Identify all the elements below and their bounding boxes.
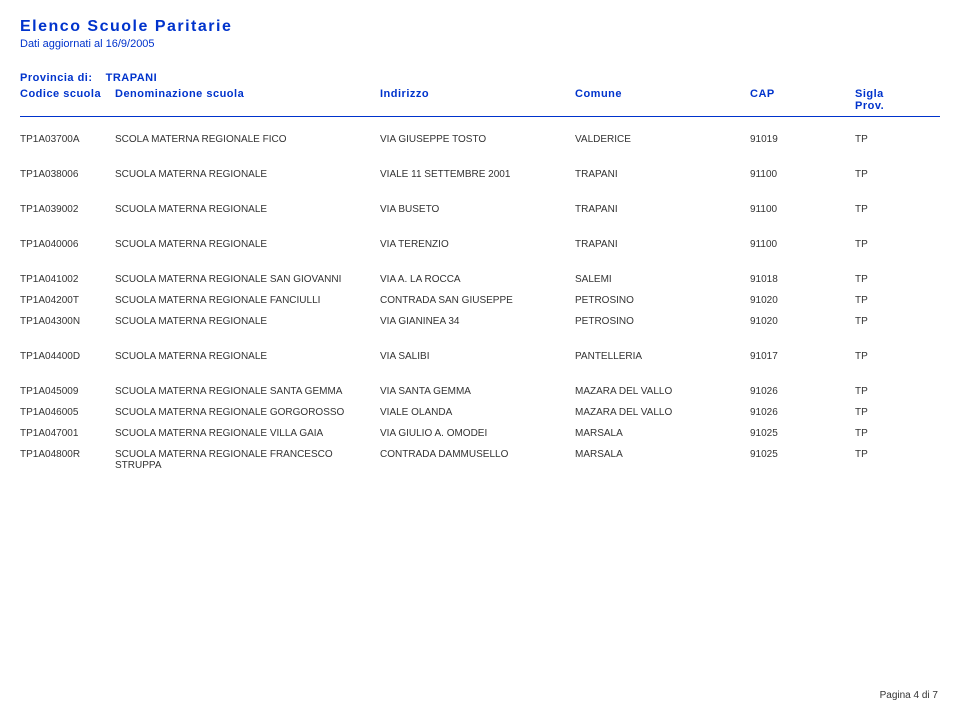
cell-sigla: TP [855, 386, 915, 397]
cell-name: SCUOLA MATERNA REGIONALE [115, 351, 380, 362]
cell-comune: TRAPANI [575, 239, 750, 250]
cell-cap: 91100 [750, 239, 855, 250]
table-row: TP1A045009SCUOLA MATERNA REGIONALE SANTA… [20, 381, 940, 402]
table-row: TP1A04800RSCUOLA MATERNA REGIONALE FRANC… [20, 444, 940, 476]
cell-code: TP1A04400D [20, 351, 115, 362]
table-row: TP1A046005SCUOLA MATERNA REGIONALE GORGO… [20, 402, 940, 423]
cell-cap: 91020 [750, 295, 855, 306]
cell-code: TP1A040006 [20, 239, 115, 250]
cell-sigla: TP [855, 204, 915, 215]
col-header-code: Codice scuola [20, 88, 115, 112]
cell-addr: VIA A. LA ROCCA [380, 274, 575, 285]
provincia-row: Provincia di: TRAPANI [20, 72, 940, 84]
cell-cap: 91100 [750, 204, 855, 215]
cell-code: TP1A047001 [20, 428, 115, 439]
cell-comune: MARSALA [575, 449, 750, 471]
table-row: TP1A039002SCUOLA MATERNA REGIONALEVIA BU… [20, 199, 940, 220]
cell-code: TP1A03700A [20, 134, 115, 145]
cell-comune: MAZARA DEL VALLO [575, 407, 750, 418]
table-row: TP1A03700ASCOLA MATERNA REGIONALE FICOVI… [20, 129, 940, 150]
cell-code: TP1A04300N [20, 316, 115, 327]
cell-comune: MARSALA [575, 428, 750, 439]
table-row: TP1A047001SCUOLA MATERNA REGIONALE VILLA… [20, 423, 940, 444]
cell-addr: VIA TERENZIO [380, 239, 575, 250]
cell-comune: SALEMI [575, 274, 750, 285]
cell-cap: 91026 [750, 407, 855, 418]
table-row: TP1A041002SCUOLA MATERNA REGIONALE SAN G… [20, 269, 940, 290]
provincia-label: Provincia di: [20, 72, 93, 84]
cell-addr: VIA SANTA GEMMA [380, 386, 575, 397]
cell-comune: PETROSINO [575, 295, 750, 306]
cell-sigla: TP [855, 316, 915, 327]
col-header-sigla: Sigla Prov. [855, 88, 915, 112]
cell-code: TP1A045009 [20, 386, 115, 397]
cell-comune: PANTELLERIA [575, 351, 750, 362]
cell-name: SCUOLA MATERNA REGIONALE SAN GIOVANNI [115, 274, 380, 285]
cell-name: SCUOLA MATERNA REGIONALE FANCIULLI [115, 295, 380, 306]
col-header-addr: Indirizzo [380, 88, 575, 112]
cell-addr: VIA GIULIO A. OMODEI [380, 428, 575, 439]
cell-sigla: TP [855, 407, 915, 418]
cell-comune: TRAPANI [575, 204, 750, 215]
table-body: TP1A03700ASCOLA MATERNA REGIONALE FICOVI… [20, 129, 940, 476]
cell-cap: 91025 [750, 428, 855, 439]
cell-addr: VIA GIANINEA 34 [380, 316, 575, 327]
cell-name: SCUOLA MATERNA REGIONALE SANTA GEMMA [115, 386, 380, 397]
cell-name: SCUOLA MATERNA REGIONALE [115, 239, 380, 250]
provincia-value: TRAPANI [106, 72, 158, 84]
cell-code: TP1A038006 [20, 169, 115, 180]
cell-addr: CONTRADA SAN GIUSEPPE [380, 295, 575, 306]
cell-cap: 91100 [750, 169, 855, 180]
cell-sigla: TP [855, 239, 915, 250]
cell-cap: 91017 [750, 351, 855, 362]
page-footer: Pagina 4 di 7 [880, 690, 938, 701]
cell-name: SCUOLA MATERNA REGIONALE [115, 316, 380, 327]
cell-comune: VALDERICE [575, 134, 750, 145]
table-row: TP1A038006SCUOLA MATERNA REGIONALEVIALE … [20, 164, 940, 185]
cell-cap: 91020 [750, 316, 855, 327]
cell-addr: VIALE 11 SETTEMBRE 2001 [380, 169, 575, 180]
cell-name: SCOLA MATERNA REGIONALE FICO [115, 134, 380, 145]
cell-addr: VIA SALIBI [380, 351, 575, 362]
page-title: Elenco Scuole Paritarie [20, 18, 940, 36]
cell-addr: CONTRADA DAMMUSELLO [380, 449, 575, 471]
cell-code: TP1A046005 [20, 407, 115, 418]
cell-comune: TRAPANI [575, 169, 750, 180]
cell-sigla: TP [855, 351, 915, 362]
cell-sigla: TP [855, 169, 915, 180]
cell-name: SCUOLA MATERNA REGIONALE GORGOROSSO [115, 407, 380, 418]
cell-name: SCUOLA MATERNA REGIONALE VILLA GAIA [115, 428, 380, 439]
cell-name: SCUOLA MATERNA REGIONALE [115, 204, 380, 215]
cell-code: TP1A04200T [20, 295, 115, 306]
cell-code: TP1A041002 [20, 274, 115, 285]
cell-name: SCUOLA MATERNA REGIONALE FRANCESCO STRUP… [115, 449, 380, 471]
cell-sigla: TP [855, 428, 915, 439]
col-header-name: Denominazione scuola [115, 88, 380, 112]
cell-sigla: TP [855, 449, 915, 471]
cell-addr: VIALE OLANDA [380, 407, 575, 418]
cell-addr: VIA GIUSEPPE TOSTO [380, 134, 575, 145]
cell-comune: MAZARA DEL VALLO [575, 386, 750, 397]
table-row: TP1A040006SCUOLA MATERNA REGIONALEVIA TE… [20, 234, 940, 255]
table-row: TP1A04400DSCUOLA MATERNA REGIONALEVIA SA… [20, 346, 940, 367]
cell-cap: 91019 [750, 134, 855, 145]
col-header-comune: Comune [575, 88, 750, 112]
col-header-cap: CAP [750, 88, 855, 112]
cell-comune: PETROSINO [575, 316, 750, 327]
table-header: Codice scuola Denominazione scuola Indir… [20, 88, 940, 117]
cell-code: TP1A039002 [20, 204, 115, 215]
cell-sigla: TP [855, 295, 915, 306]
table-row: TP1A04300NSCUOLA MATERNA REGIONALEVIA GI… [20, 311, 940, 332]
cell-addr: VIA BUSETO [380, 204, 575, 215]
table-row: TP1A04200TSCUOLA MATERNA REGIONALE FANCI… [20, 290, 940, 311]
cell-cap: 91018 [750, 274, 855, 285]
cell-sigla: TP [855, 134, 915, 145]
cell-cap: 91025 [750, 449, 855, 471]
cell-sigla: TP [855, 274, 915, 285]
cell-cap: 91026 [750, 386, 855, 397]
cell-name: SCUOLA MATERNA REGIONALE [115, 169, 380, 180]
cell-code: TP1A04800R [20, 449, 115, 471]
page-subtitle: Dati aggiornati al 16/9/2005 [20, 38, 940, 50]
